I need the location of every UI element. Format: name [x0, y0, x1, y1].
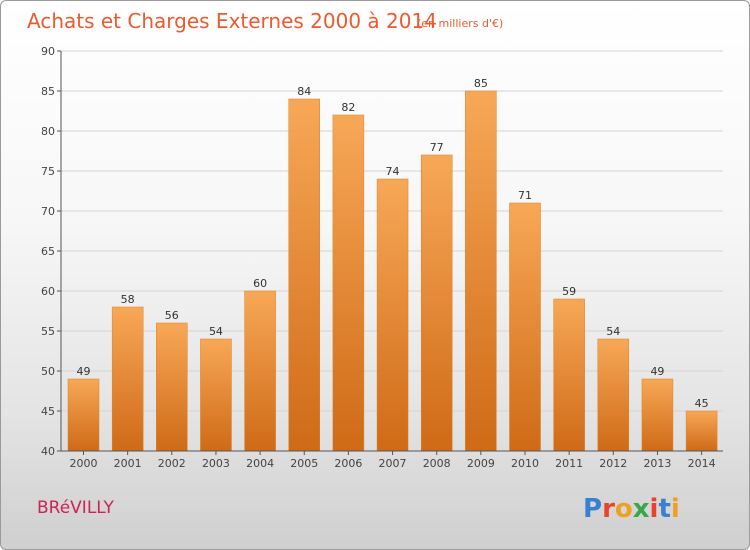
y-tick-label: 90 [41, 45, 55, 58]
data-label-2004: 60 [253, 277, 267, 290]
data-label-2011: 59 [562, 285, 576, 298]
bar-2011 [553, 298, 585, 452]
logo-letter: x [633, 494, 650, 524]
data-label-2013: 49 [650, 365, 664, 378]
data-label-2003: 54 [209, 325, 223, 338]
x-tick-label-2001: 2001 [114, 457, 142, 470]
commune-name: BRéVILLY [37, 498, 114, 518]
bar-2000 [67, 378, 100, 452]
bar-2006 [332, 114, 365, 452]
x-tick-label-2007: 2007 [379, 457, 407, 470]
x-tick-label-2002: 2002 [158, 457, 186, 470]
data-label-2001: 58 [121, 293, 135, 306]
y-tick-label: 65 [41, 245, 55, 258]
x-tick-label-2013: 2013 [643, 457, 671, 470]
logo-letter: r [602, 494, 615, 524]
x-tick-label-2004: 2004 [246, 457, 274, 470]
data-label-2005: 84 [297, 85, 311, 98]
y-tick-label: 45 [41, 405, 55, 418]
bar-2002 [156, 322, 188, 452]
bar-2009 [465, 90, 497, 452]
x-tick-label-2006: 2006 [334, 457, 362, 470]
bar-2001 [111, 306, 144, 452]
y-tick-label: 40 [41, 445, 55, 458]
bar-2014 [685, 410, 718, 452]
y-tick-label: 60 [41, 285, 55, 298]
bar-2008 [420, 154, 453, 452]
x-tick-label-2014: 2014 [688, 457, 716, 470]
y-tick-label: 55 [41, 325, 55, 338]
y-tick-label: 75 [41, 165, 55, 178]
logo-letter: t [658, 494, 670, 524]
data-label-2012: 54 [606, 325, 620, 338]
bar-2004 [244, 290, 276, 452]
x-axis-ticks: 2000 2001 2002 2003 2004 2005 2006 2007 2008 2009… [70, 451, 716, 470]
data-label-2006: 82 [341, 101, 355, 114]
data-label-2010: 71 [518, 189, 532, 202]
chart-subtitle: (en milliers d'€) [417, 17, 503, 30]
bar-2010 [509, 202, 541, 452]
x-tick-label-2012: 2012 [599, 457, 627, 470]
logo-letter: o [615, 494, 633, 524]
x-tick-label-2010: 2010 [511, 457, 539, 470]
data-label-2002: 56 [165, 309, 179, 322]
data-label-2008: 77 [430, 141, 444, 154]
x-tick-label-2003: 2003 [202, 457, 230, 470]
y-axis-ticks: 40 45 50 55 60 65 70 75 80 85 90 [41, 45, 61, 458]
x-tick-label-2008: 2008 [423, 457, 451, 470]
x-tick-label-2009: 2009 [467, 457, 495, 470]
x-tick-label-2005: 2005 [290, 457, 318, 470]
bar-2003 [200, 338, 232, 452]
y-tick-label: 80 [41, 125, 55, 138]
bar-2012 [597, 338, 630, 452]
bars: 49 58 56 54 60 84 82 74 77 85 71 59 54 49 45 [67, 77, 718, 452]
bar-2007 [376, 178, 409, 452]
data-label-2009: 85 [474, 77, 488, 90]
data-label-2000: 49 [77, 365, 91, 378]
y-tick-label: 70 [41, 205, 55, 218]
y-tick-label: 85 [41, 85, 55, 98]
y-tick-label: 50 [41, 365, 55, 378]
bar-2013 [641, 378, 674, 452]
x-tick-label-2011: 2011 [555, 457, 583, 470]
logo-letter: i [650, 494, 659, 524]
bar-2005 [288, 98, 320, 452]
data-label-2007: 74 [386, 165, 400, 178]
x-tick-label-2000: 2000 [70, 457, 98, 470]
chart-title: Achats et Charges Externes 2000 à 2014 [27, 9, 437, 33]
proxiti-logo: Proxiti [583, 494, 680, 524]
logo-letter: P [583, 494, 602, 524]
logo-letter: i [671, 494, 680, 524]
data-label-2014: 45 [695, 397, 709, 410]
